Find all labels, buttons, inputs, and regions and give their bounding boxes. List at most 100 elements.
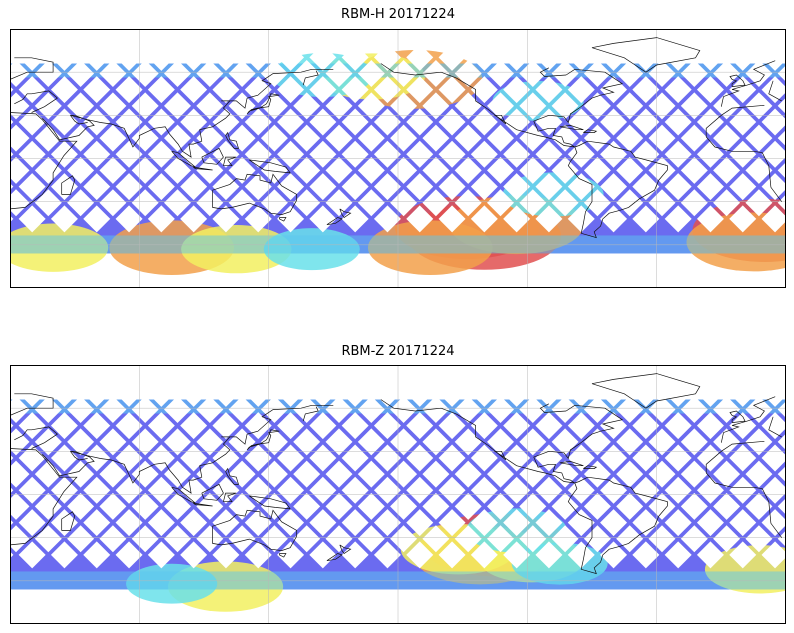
coast-greenland xyxy=(591,37,701,73)
swath-gap xyxy=(535,173,563,201)
swath-gap xyxy=(535,412,563,440)
swath-gap xyxy=(406,205,434,233)
swath-gap xyxy=(583,460,611,488)
coast-java xyxy=(193,502,213,507)
swath-gap xyxy=(487,460,514,488)
swath-gap xyxy=(228,156,256,184)
swath-gap xyxy=(632,43,660,71)
swath-gap xyxy=(50,140,78,168)
map-frame xyxy=(10,365,786,624)
swath-gap xyxy=(67,428,95,456)
swath-gap xyxy=(390,124,418,152)
swath-gap xyxy=(212,43,240,71)
swath-gap xyxy=(147,541,175,569)
swath-gap xyxy=(373,476,401,504)
swath-gap xyxy=(680,60,708,88)
swath-gap xyxy=(696,379,724,407)
swath-gap xyxy=(212,205,240,233)
swath-gap xyxy=(147,76,175,104)
swath-gap xyxy=(180,173,208,201)
coast-sumatra xyxy=(171,486,196,504)
swath-gap xyxy=(212,541,240,569)
swath-gap xyxy=(664,476,692,504)
coast-kamchatka xyxy=(302,406,319,422)
swath-gap xyxy=(664,205,692,233)
swath-gap xyxy=(244,379,272,407)
coast-new-guinea xyxy=(249,495,291,510)
swath-gap xyxy=(99,396,127,424)
swath-gap xyxy=(406,76,434,104)
swath-gap xyxy=(616,460,644,488)
swath-gap xyxy=(519,460,547,488)
swath-gap xyxy=(147,509,175,537)
swath-gap xyxy=(551,60,579,88)
swath-gap xyxy=(438,205,466,233)
swath-gap xyxy=(50,43,78,71)
swath-gap xyxy=(567,476,595,504)
swath-gap xyxy=(551,525,579,553)
swath-gap xyxy=(357,60,385,88)
swath-gap xyxy=(373,379,401,407)
swath-gap xyxy=(147,205,175,233)
swath-gap xyxy=(406,476,434,504)
swath-gap xyxy=(164,60,191,88)
swath-gap xyxy=(470,76,498,104)
swath-gap xyxy=(713,124,741,152)
swath-gap xyxy=(99,428,127,456)
swath-gap xyxy=(551,492,579,520)
swath-gap xyxy=(341,412,369,440)
swath-gap xyxy=(293,396,321,424)
coast-japan xyxy=(246,429,280,451)
swath-gap xyxy=(164,525,191,553)
swath-gap xyxy=(390,189,418,217)
swath-gap xyxy=(18,173,46,201)
swath-gap xyxy=(648,396,676,424)
swath-gap xyxy=(309,205,337,233)
swath-gap xyxy=(535,476,563,504)
coast-arabian-gulf-in xyxy=(70,451,88,461)
swath-gap xyxy=(180,541,208,569)
swath-gap xyxy=(277,476,305,504)
swath-gap xyxy=(422,156,450,184)
swath-gap xyxy=(680,189,708,217)
swath-gap xyxy=(164,428,191,456)
swath-gap xyxy=(713,460,741,488)
swath-gap xyxy=(293,124,321,152)
swath-gap xyxy=(325,92,353,120)
swath-gap xyxy=(664,541,692,569)
swath-gap xyxy=(180,379,208,407)
swath-gap xyxy=(454,525,482,553)
swath-gap xyxy=(422,189,450,217)
coast-north-america xyxy=(380,63,624,148)
swath-gap xyxy=(729,76,757,104)
swath-gap xyxy=(696,76,724,104)
swath-gap xyxy=(470,509,498,537)
swath-gap xyxy=(244,43,272,71)
coast-kamchatka xyxy=(302,70,319,86)
swath-gap xyxy=(487,124,514,152)
swath-gap xyxy=(67,189,95,217)
swath-gap xyxy=(535,140,563,168)
swath-gap xyxy=(664,509,692,537)
swath-gap xyxy=(567,43,595,71)
swath-gap xyxy=(83,76,111,104)
swath-gap xyxy=(696,140,724,168)
swath-gap xyxy=(10,460,30,488)
swath-gap xyxy=(196,525,224,553)
swath-gap xyxy=(422,92,450,120)
swath-gap xyxy=(503,205,531,233)
swath-gap xyxy=(341,205,369,233)
swath-gap xyxy=(18,509,46,537)
swath-gap xyxy=(519,492,547,520)
coast-asia-south xyxy=(42,68,334,158)
swath-gap xyxy=(567,541,595,569)
rbm-h-map xyxy=(10,29,786,288)
swath-gap xyxy=(99,124,127,152)
coast-greenland xyxy=(591,373,701,409)
swath-gap xyxy=(503,173,531,201)
swath-gap xyxy=(277,76,305,104)
swath-gap xyxy=(67,525,95,553)
swath-gap xyxy=(422,124,450,152)
swath-gap xyxy=(10,189,30,217)
swath-gap xyxy=(196,156,224,184)
